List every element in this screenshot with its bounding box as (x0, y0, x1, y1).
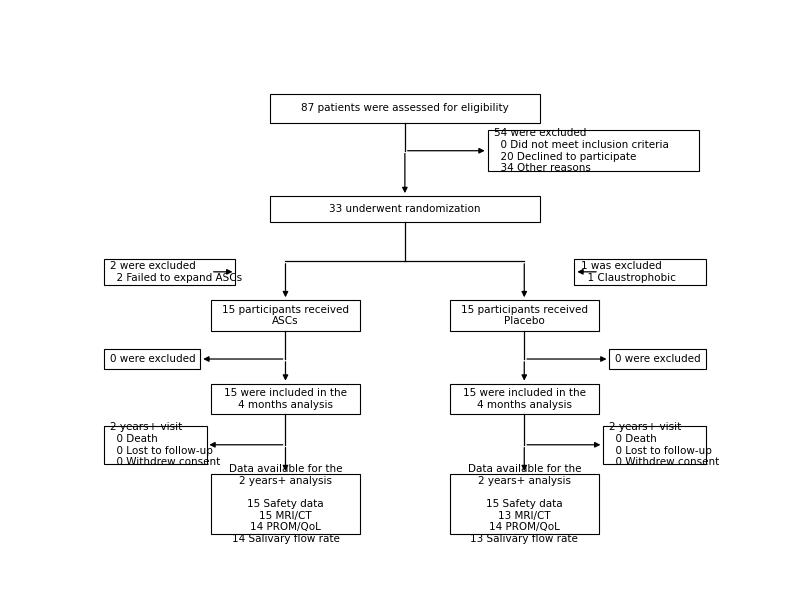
FancyBboxPatch shape (103, 426, 206, 464)
Text: Data available for the
2 years+ analysis

15 Safety data
13 MRI/CT
14 PROM/QoL
1: Data available for the 2 years+ analysis… (468, 465, 581, 544)
Text: 15 participants received
Placebo: 15 participants received Placebo (461, 305, 588, 326)
FancyBboxPatch shape (211, 384, 360, 414)
FancyBboxPatch shape (103, 259, 235, 285)
Text: 0 were excluded: 0 were excluded (110, 354, 195, 364)
FancyBboxPatch shape (487, 130, 699, 171)
FancyBboxPatch shape (574, 259, 706, 285)
FancyBboxPatch shape (450, 384, 599, 414)
Text: 15 were included in the
4 months analysis: 15 were included in the 4 months analysi… (463, 388, 585, 409)
FancyBboxPatch shape (270, 196, 540, 222)
Text: 15 participants received
ASCs: 15 participants received ASCs (222, 305, 349, 326)
Text: 15 were included in the
4 months analysis: 15 were included in the 4 months analysi… (224, 388, 347, 409)
FancyBboxPatch shape (450, 474, 599, 534)
FancyBboxPatch shape (450, 300, 599, 330)
Text: 2 were excluded
  2 Failed to expand ASCs: 2 were excluded 2 Failed to expand ASCs (110, 261, 242, 283)
Text: 0 were excluded: 0 were excluded (615, 354, 701, 364)
Text: 2 years+ visit
  0 Death
  0 Lost to follow-up
  0 Withdrew consent: 2 years+ visit 0 Death 0 Lost to follow-… (110, 422, 220, 467)
Text: Data available for the
2 years+ analysis

15 Safety data
15 MRI/CT
14 PROM/QoL
1: Data available for the 2 years+ analysis… (229, 465, 342, 544)
Text: 2 years+ visit
  0 Death
  0 Lost to follow-up
  0 Withdrew consent: 2 years+ visit 0 Death 0 Lost to follow-… (609, 422, 720, 467)
FancyBboxPatch shape (270, 94, 540, 123)
Text: 1 was excluded
  1 Claustrophobic: 1 was excluded 1 Claustrophobic (581, 261, 675, 283)
FancyBboxPatch shape (604, 426, 706, 464)
FancyBboxPatch shape (609, 349, 706, 369)
FancyBboxPatch shape (211, 300, 360, 330)
FancyBboxPatch shape (211, 474, 360, 534)
Text: 54 were excluded
  0 Did not meet inclusion criteria
  20 Declined to participat: 54 were excluded 0 Did not meet inclusio… (494, 129, 668, 173)
Text: 87 patients were assessed for eligibility: 87 patients were assessed for eligibilit… (301, 103, 509, 113)
Text: 33 underwent randomization: 33 underwent randomization (329, 204, 480, 214)
FancyBboxPatch shape (103, 349, 201, 369)
